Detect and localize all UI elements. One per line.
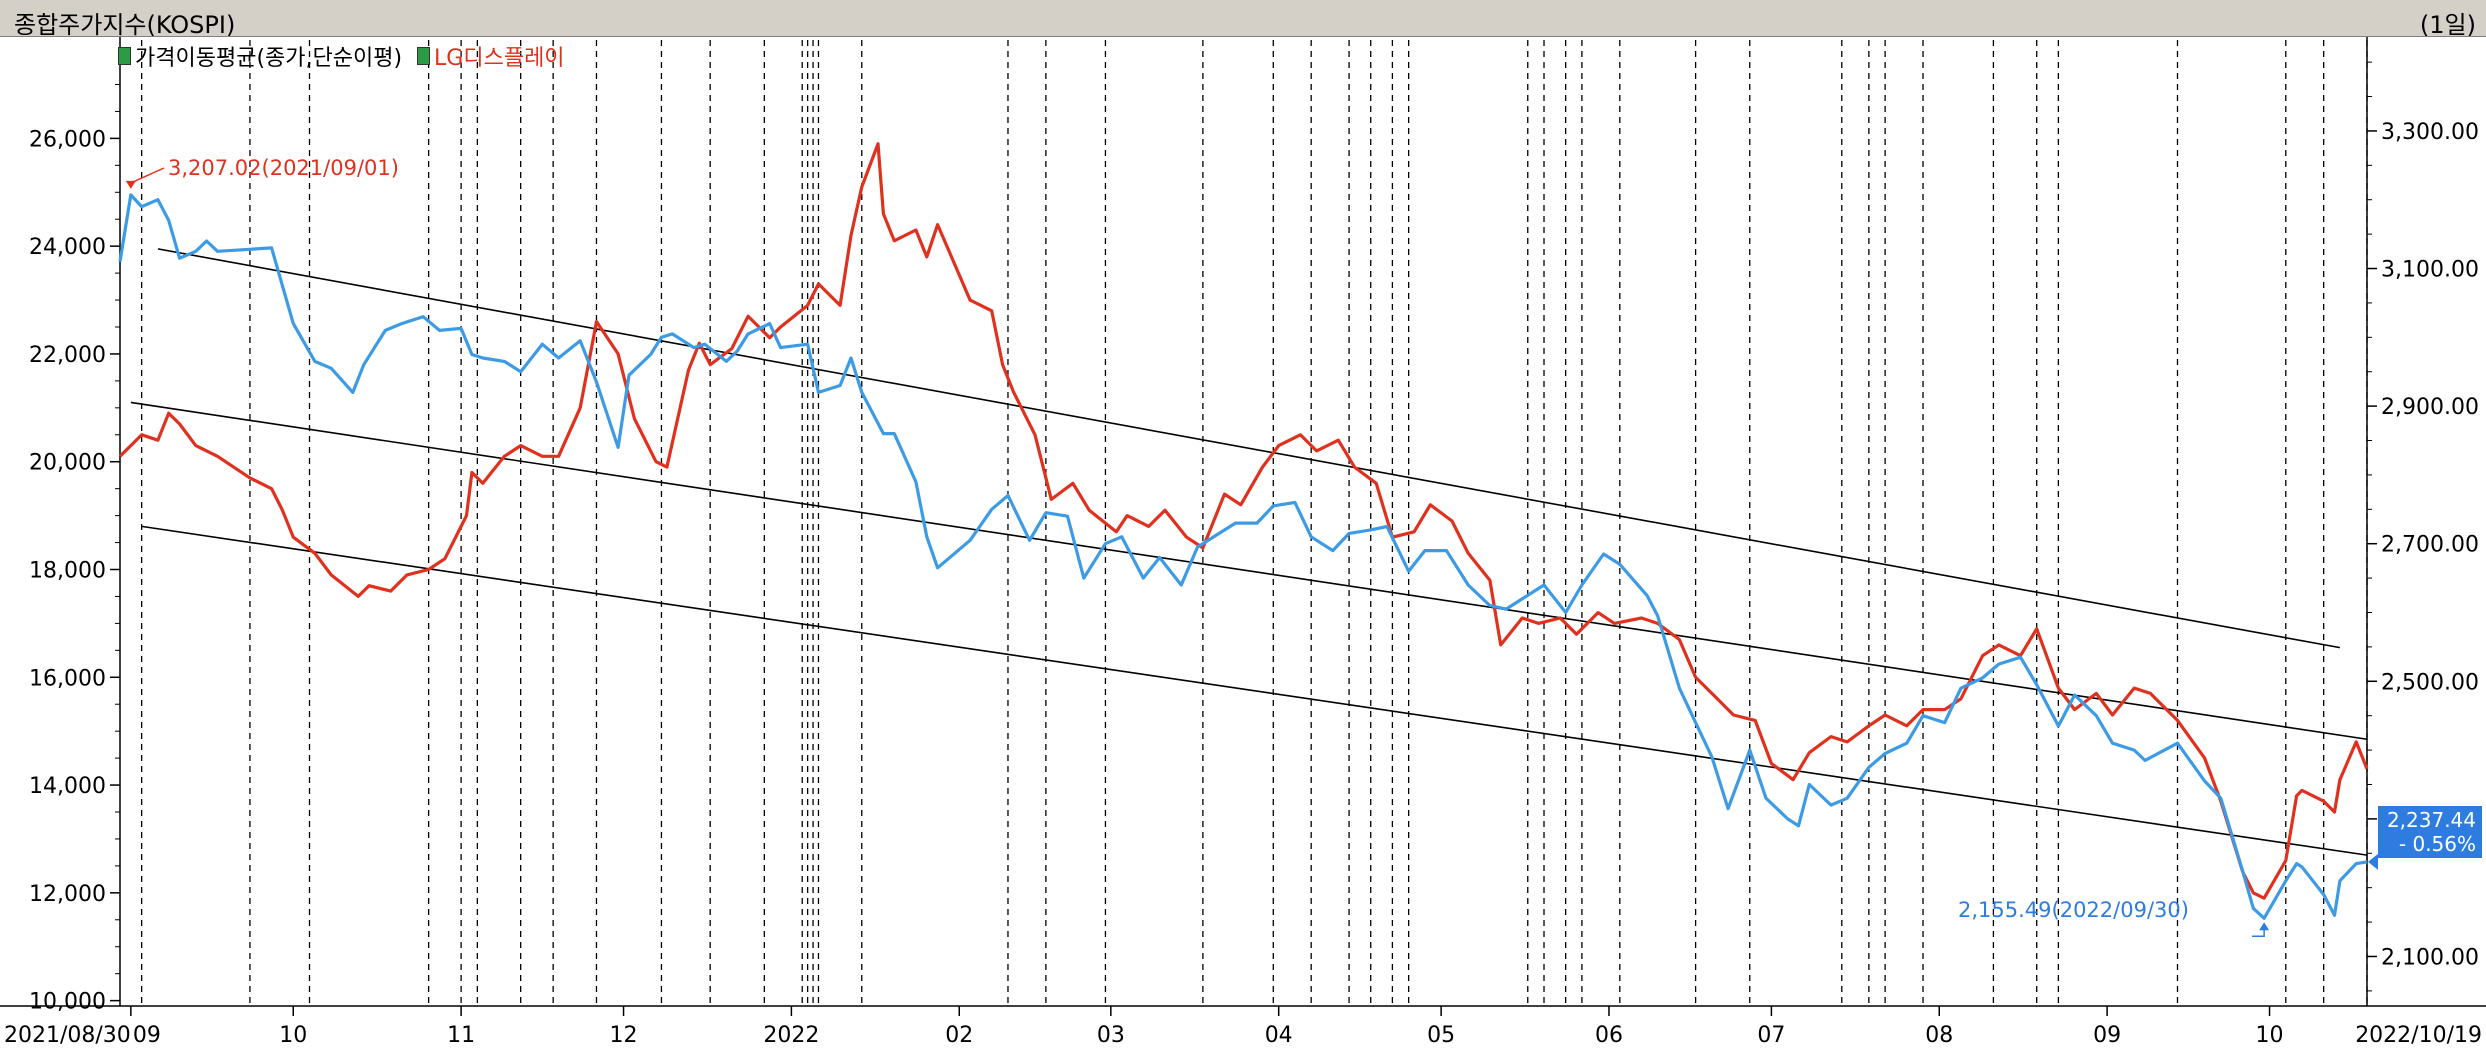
x-axis: 09 10 11 12 2022 02 03 04 05 06 07 08 09 10 2021/08/30…	[0, 1005, 2486, 1048]
left-tick-label: 14,000	[29, 774, 106, 799]
x-end-label: 2022/10/19	[2355, 1023, 2482, 1048]
right-tick-label: 2,500.00	[2381, 670, 2479, 695]
low-annotation-label: 2,155.49(2022/09/30)	[1958, 898, 2189, 922]
x-tick-label: 10	[279, 1023, 307, 1048]
x-tick-label: 09	[133, 1023, 161, 1048]
legend-checkbox-icon[interactable]	[417, 47, 431, 65]
x-start-label: 2021/08/30	[4, 1023, 131, 1048]
current-value: 2,237.44	[2386, 808, 2476, 832]
legend-item-lg-display[interactable]: LG디스플레이	[417, 40, 565, 72]
plot-area	[120, 36, 2367, 1006]
trend-line	[141, 525, 2368, 856]
x-tick-label: 09	[2093, 1023, 2121, 1048]
left-tick-label: 18,000	[29, 559, 106, 584]
current-value-badge: 2,237.44 - 0.56%	[2378, 806, 2482, 858]
annotation-markers	[125, 167, 2378, 938]
period-label[interactable]: (1일)	[2419, 11, 2476, 39]
high-annotation-label: 3,207.02(2021/09/01)	[168, 156, 399, 180]
right-tick-label: 2,700.00	[2381, 533, 2479, 558]
high-marker-arrow	[125, 180, 136, 189]
right-axis: 2,100.002,300.002,500.002,700.002,900.00…	[2366, 36, 2479, 1006]
legend-item-moving-average[interactable]: 가격이동평균(종가,단순이평)	[118, 40, 402, 72]
series-line-kospi	[118, 193, 2368, 920]
x-tick-label: 05	[1427, 1023, 1455, 1048]
chart-title-bar: 종합주가지수(KOSPI) (1일)	[0, 0, 2486, 39]
low-marker-arrow	[2259, 922, 2270, 931]
x-tick-label: 03	[1097, 1023, 1125, 1048]
x-tick-label: 02	[945, 1023, 973, 1048]
x-tick-label: 04	[1265, 1023, 1293, 1048]
event-lines	[141, 40, 2368, 1006]
legend-label-moving-average: 가격이동평균(종가,단순이평)	[135, 46, 403, 71]
left-tick-label: 22,000	[29, 343, 106, 368]
left-tick-label: 12,000	[29, 882, 106, 907]
x-tick-label: 2022	[763, 1023, 819, 1048]
right-tick-label: 2,100.00	[2381, 945, 2479, 970]
right-tick-label: 3,300.00	[2381, 120, 2479, 145]
x-tick-label: 06	[1595, 1023, 1623, 1048]
left-tick-label: 24,000	[29, 235, 106, 260]
current-change: - 0.56%	[2398, 832, 2476, 856]
right-tick-label: 3,100.00	[2381, 258, 2479, 283]
left-tick-label: 26,000	[29, 127, 106, 152]
legend-label-lg-display: LG디스플레이	[434, 46, 565, 71]
high-marker-line	[130, 167, 165, 184]
badge-pointer	[2368, 853, 2378, 870]
trend-line	[157, 248, 2341, 649]
left-tick-label: 10,000	[29, 990, 106, 1015]
x-tick-label: 12	[610, 1023, 638, 1048]
x-tick-label: 08	[1925, 1023, 1953, 1048]
legend-checkbox-icon[interactable]	[118, 47, 131, 65]
x-tick-label: 11	[447, 1023, 475, 1048]
legend: 가격이동평균(종가,단순이평) LG디스플레이	[118, 40, 573, 72]
chart-title: 종합주가지수(KOSPI)	[14, 11, 236, 39]
left-axis: 10,000 12,000 14,000 16,000 18,000 20,000 22,0…	[29, 36, 121, 1015]
x-tick-label: 07	[1757, 1023, 1785, 1048]
left-tick-label: 20,000	[29, 451, 106, 476]
series	[118, 142, 2369, 920]
left-tick-label: 16,000	[29, 666, 106, 691]
series-line-lg-display	[118, 142, 2369, 900]
right-tick-label: 2,900.00	[2381, 395, 2479, 420]
x-tick-label: 10	[2256, 1023, 2284, 1048]
